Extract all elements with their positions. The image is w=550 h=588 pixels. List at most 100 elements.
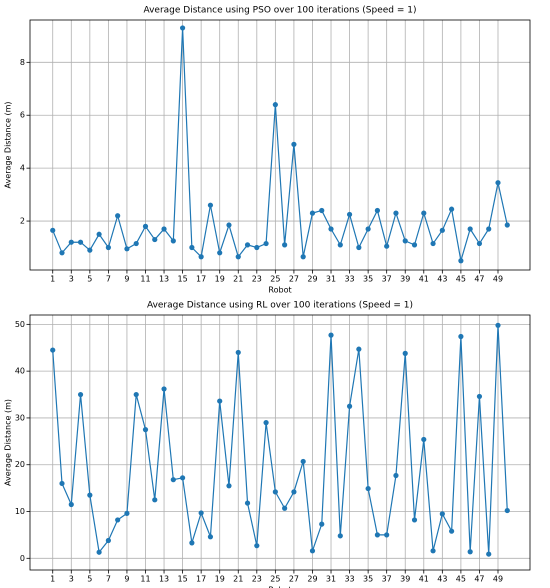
x-tick-label: 11 [140, 275, 150, 284]
marker [272, 102, 278, 108]
marker [170, 477, 176, 483]
marker [374, 207, 381, 214]
marker [291, 141, 297, 147]
x-axis-label: Robot [268, 286, 291, 295]
x-tick-label: 25 [270, 575, 280, 584]
marker [170, 238, 176, 244]
x-tick-label: 11 [140, 575, 150, 584]
marker [504, 507, 510, 514]
y-tick-label: 6 [20, 111, 25, 120]
x-tick-label: 29 [307, 275, 317, 284]
marker [115, 213, 121, 219]
x-tick-label: 33 [344, 275, 354, 284]
marker [59, 480, 65, 487]
marker [328, 226, 334, 232]
y-axis-label: Average Distance (m) [4, 399, 13, 486]
x-tick-label: 9 [124, 275, 129, 284]
marker [495, 322, 501, 328]
x-tick-label: 43 [437, 575, 447, 584]
y-tick-label: 2 [20, 217, 25, 226]
marker [179, 475, 186, 481]
marker [105, 244, 111, 251]
marker [244, 500, 251, 506]
y-tick-label: 0 [20, 554, 25, 563]
marker [319, 207, 325, 214]
marker [374, 532, 381, 538]
marker [411, 517, 418, 523]
x-tick-label: 19 [215, 275, 225, 284]
marker [402, 238, 408, 244]
marker [449, 206, 455, 212]
marker [235, 349, 241, 356]
x-tick-label: 49 [493, 275, 503, 284]
marker [152, 236, 158, 243]
marker [77, 239, 84, 245]
x-tick-label: 25 [270, 275, 280, 284]
marker [198, 510, 204, 516]
y-tick-label: 4 [20, 164, 25, 173]
x-tick-label: 27 [289, 275, 299, 284]
marker [87, 247, 93, 253]
x-tick-label: 29 [307, 575, 317, 584]
marker [384, 243, 390, 249]
marker [421, 210, 427, 216]
marker [263, 420, 269, 426]
marker [142, 223, 149, 229]
x-tick-label: 23 [252, 575, 262, 584]
x-tick-label: 47 [474, 275, 484, 284]
marker [226, 483, 232, 489]
x-tick-label: 27 [289, 575, 299, 584]
marker [309, 210, 316, 216]
marker [430, 240, 436, 247]
chart-title: Average Distance using RL over 100 itera… [147, 301, 413, 311]
marker [244, 242, 251, 248]
y-tick-label: 40 [15, 367, 25, 376]
marker [133, 240, 139, 247]
x-tick-label: 35 [363, 275, 373, 284]
marker [439, 511, 445, 517]
x-tick-label: 41 [419, 575, 429, 584]
y-tick-label: 10 [15, 507, 25, 516]
marker [495, 180, 501, 186]
x-tick-label: 1 [50, 275, 55, 284]
marker [458, 333, 464, 340]
marker [50, 347, 56, 353]
x-tick-label: 35 [363, 575, 373, 584]
marker [179, 25, 186, 31]
x-tick-label: 3 [69, 275, 74, 284]
marker [198, 254, 204, 260]
marker [282, 505, 288, 511]
y-tick-label: 8 [20, 58, 25, 67]
marker [263, 240, 269, 247]
marker [87, 492, 93, 498]
x-tick-label: 31 [326, 275, 336, 284]
marker [105, 537, 111, 544]
marker [346, 403, 353, 409]
marker [124, 246, 130, 252]
marker [50, 227, 56, 233]
marker [272, 489, 278, 495]
marker [207, 202, 214, 208]
y-tick-label: 50 [15, 320, 25, 329]
x-tick-label: 23 [252, 275, 262, 284]
marker [254, 543, 260, 549]
marker [411, 242, 418, 248]
marker [356, 346, 362, 352]
x-tick-label: 33 [344, 575, 354, 584]
marker [96, 549, 102, 555]
x-tick-label: 31 [326, 575, 336, 584]
x-tick-label: 9 [124, 575, 129, 584]
chart-title: Average Distance using PSO over 100 iter… [143, 6, 416, 16]
marker [467, 226, 473, 232]
marker [254, 244, 260, 251]
marker [96, 231, 102, 237]
x-tick-label: 45 [456, 575, 466, 584]
x-tick-label: 45 [456, 275, 466, 284]
marker [189, 540, 195, 546]
marker [365, 485, 371, 492]
x-tick-label: 41 [419, 275, 429, 284]
marker [68, 501, 74, 508]
x-tick-label: 1 [50, 575, 55, 584]
marker [235, 254, 241, 260]
